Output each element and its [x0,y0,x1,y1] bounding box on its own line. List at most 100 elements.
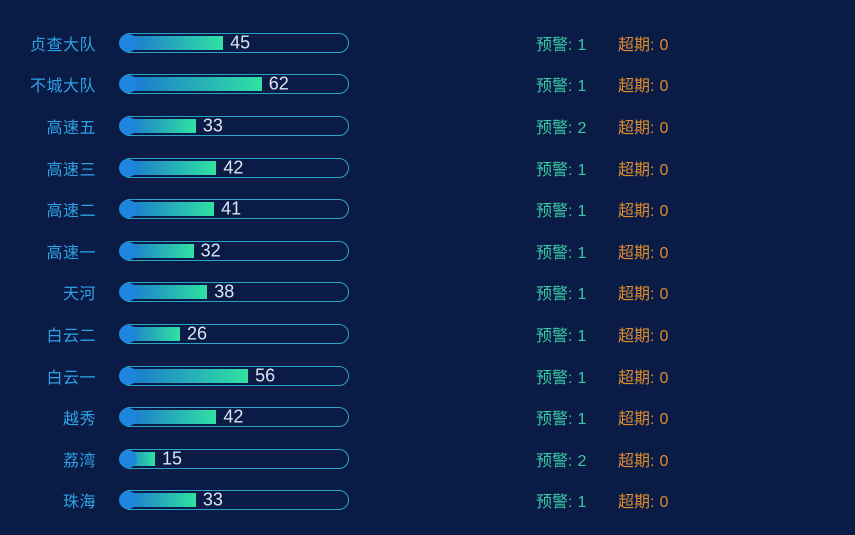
overdue-stat: 超期: 0 [618,322,668,346]
warning-stat: 预警: 1 [536,488,586,512]
warning-value: 1 [577,203,587,221]
bar-value-label: 42 [223,406,244,427]
overdue-stat: 超期: 0 [618,156,668,180]
warning-stat: 预警: 1 [536,322,586,346]
bar-start-dot-icon [119,408,137,427]
bar-value-label: 38 [214,281,235,302]
warning-prefix-label: 预警: [536,369,573,387]
overdue-stat: 超期: 0 [618,364,668,388]
bar-start-dot-icon [119,283,137,302]
bar-fill [121,410,217,425]
overdue-value: 0 [659,36,669,54]
bar-start-dot-icon [119,366,137,385]
table-row: 白云二 26 预警: 1 超期: 0 [0,313,855,355]
bar-fill [121,160,217,175]
bar-value-label: 62 [268,73,289,94]
category-label: 不城大队 [29,78,96,96]
overdue-value: 0 [659,119,669,137]
table-row: 贞查大队 45 预警: 1 超期: 0 [0,22,855,64]
bar-value-label: 42 [223,157,244,178]
bar-start-dot-icon [119,491,137,510]
category-label: 白云二 [46,327,96,345]
warning-prefix-label: 预警: [536,203,573,221]
overdue-prefix-label: 超期: [618,494,655,512]
bar-value-label: 15 [162,448,183,469]
bar-track: 26 [119,323,349,344]
overdue-value: 0 [659,494,669,512]
category-label: 贞查大队 [29,36,96,54]
bar-fill [121,368,249,383]
overdue-value: 0 [659,411,669,429]
warning-stat: 预警: 2 [536,447,586,471]
overdue-stat: 超期: 0 [618,114,668,138]
overdue-value: 0 [659,452,669,470]
bar-value-label: 26 [187,323,208,344]
bar-fill [121,77,262,92]
bar-fill [121,118,196,133]
bar-start-dot-icon [119,116,137,135]
warning-value: 1 [577,36,587,54]
bar-start-dot-icon [119,241,137,260]
overdue-prefix-label: 超期: [618,411,655,429]
warning-stat: 预警: 1 [536,280,586,304]
bar-start-dot-icon [119,158,137,177]
table-row: 高速三 42 预警: 1 超期: 0 [0,147,855,189]
warning-value: 1 [577,411,587,429]
warning-prefix-label: 预警: [536,452,573,470]
warning-stat: 预警: 1 [536,239,586,263]
category-label: 白云一 [46,369,96,387]
bar-value-label: 32 [200,240,221,261]
warning-value: 2 [577,452,587,470]
overdue-prefix-label: 超期: [618,244,655,262]
bar-start-dot-icon [119,449,137,468]
overdue-stat: 超期: 0 [618,488,668,512]
warning-stat: 预警: 1 [536,364,586,388]
overdue-value: 0 [659,327,669,345]
category-label: 高速五 [46,119,96,137]
overdue-prefix-label: 超期: [618,78,655,96]
warning-prefix-label: 预警: [536,244,573,262]
overdue-stat: 超期: 0 [618,280,668,304]
bar-track: 32 [119,240,349,261]
bar-fill [121,243,194,258]
warning-prefix-label: 预警: [536,36,573,54]
bar-track: 41 [119,198,349,220]
category-label: 高速二 [46,203,96,221]
category-label: 越秀 [62,411,96,429]
bar-value-label: 41 [221,198,242,219]
table-row: 荔湾 15 预警: 2 超期: 0 [0,438,855,480]
table-row: 高速一 32 预警: 1 超期: 0 [0,230,855,272]
warning-value: 1 [577,244,587,262]
overdue-stat: 超期: 0 [618,447,668,471]
overdue-value: 0 [659,78,669,96]
overdue-prefix-label: 超期: [618,327,655,345]
overdue-prefix-label: 超期: [618,369,655,387]
bar-track: 33 [119,490,349,511]
bar-track: 56 [119,365,349,386]
bar-track: 38 [119,281,349,303]
bar-fill [121,285,208,300]
bar-start-dot-icon [119,324,137,343]
category-label: 天河 [62,286,96,304]
category-label: 高速三 [46,161,96,179]
bar-fill [121,493,196,508]
overdue-value: 0 [659,244,669,262]
table-row: 越秀 42 预警: 1 超期: 0 [0,396,855,438]
overdue-value: 0 [659,369,669,387]
warning-stat: 预警: 1 [536,197,586,221]
warning-value: 1 [577,494,587,512]
overdue-prefix-label: 超期: [618,161,655,179]
warning-value: 1 [577,286,587,304]
bar-track: 62 [119,73,349,95]
bar-track: 33 [119,115,349,136]
overdue-stat: 超期: 0 [618,72,668,96]
warning-stat: 预警: 1 [536,31,586,55]
overdue-prefix-label: 超期: [618,452,655,470]
warning-prefix-label: 预警: [536,119,573,137]
table-row: 高速二 41 预警: 1 超期: 0 [0,188,855,230]
overdue-prefix-label: 超期: [618,203,655,221]
bar-start-dot-icon [119,33,137,52]
warning-prefix-label: 预警: [536,494,573,512]
warning-stat: 预警: 1 [536,72,586,96]
